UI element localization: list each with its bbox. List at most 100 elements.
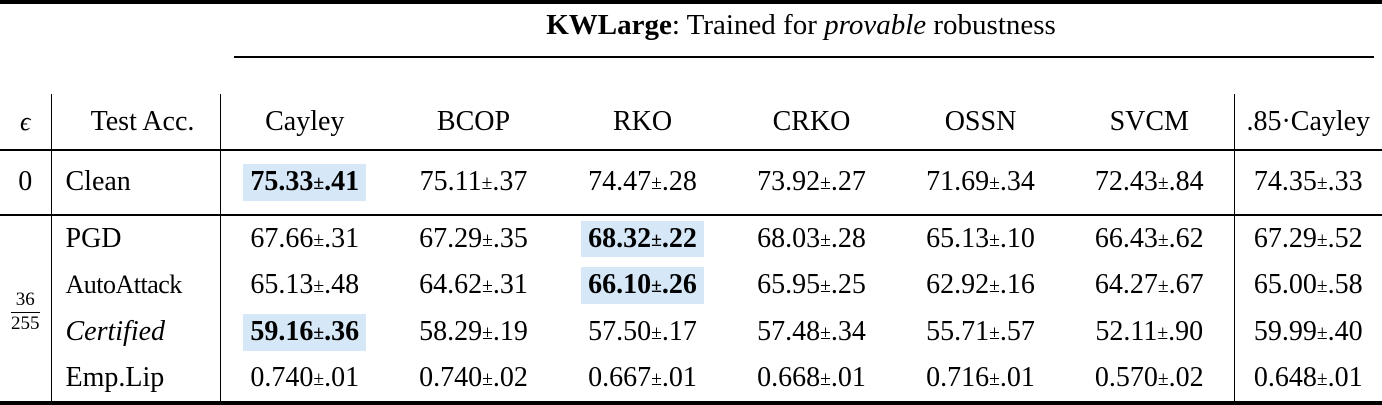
header-col-crko: CRKO — [727, 93, 896, 152]
table-cell: 59.99±.40 — [1234, 309, 1382, 356]
row-emplip: Emp.Lip 0.740±.01 0.740±.02 0.667±.01 0.… — [0, 355, 1382, 403]
title-emphasis: provable — [824, 9, 927, 42]
table-cell: 72.43±.84 — [1065, 150, 1235, 217]
table-cell: 66.43±.62 — [1065, 215, 1235, 262]
header-row: ϵ Test Acc. Cayley BCOP RKO CRKO OSSN SV… — [0, 93, 1382, 152]
title-text-tail: robustness — [933, 9, 1056, 42]
table-cell: 57.48±.34 — [727, 309, 896, 356]
table-cell: 74.47±.28 — [558, 150, 727, 217]
plus-minus-symbol: ± — [482, 276, 493, 298]
table-cell: 58.29±.19 — [389, 309, 558, 356]
header-col-svcm: SVCM — [1065, 93, 1235, 152]
table-cell: 73.92±.27 — [727, 150, 896, 217]
plus-minus-symbol: ± — [820, 276, 831, 298]
table-cell: 59.16±.36 — [220, 309, 389, 356]
header-col-085cayley: .85·Cayley — [1234, 93, 1382, 152]
plus-minus-symbol: ± — [989, 369, 1000, 391]
table-cell: 0.570±.02 — [1065, 355, 1235, 403]
table-cell: 0.648±.01 — [1234, 356, 1382, 403]
table-cell: 64.62±.31 — [389, 262, 558, 309]
highlighted-best-value: 59.16±.36 — [243, 314, 367, 351]
header-epsilon: ϵ — [0, 93, 52, 152]
plus-minus-symbol: ± — [651, 369, 662, 391]
epsilon-fraction: 36 255 — [0, 215, 52, 403]
cell-value: 57.50±.17 — [588, 316, 697, 348]
fraction-bar — [11, 311, 40, 314]
title-model-name: KWLarge — [546, 9, 672, 42]
plus-minus-symbol: ± — [651, 229, 662, 251]
table-cell: 68.03±.28 — [727, 215, 896, 262]
table-cell: 71.69±.34 — [896, 150, 1065, 217]
plus-minus-symbol: ± — [1157, 323, 1169, 345]
plus-minus-symbol: ± — [482, 323, 493, 345]
cell-value: 68.03±.28 — [757, 222, 866, 254]
table-title: KWLarge: Trained for provable robustness — [220, 2, 1382, 58]
table-cell: 67.29±.52 — [1234, 215, 1382, 262]
table-cell: 65.13±.10 — [896, 215, 1065, 262]
cell-value: 57.48±.34 — [757, 316, 866, 348]
table-cell: 0.667±.01 — [558, 356, 727, 403]
plus-minus-symbol: ± — [1316, 229, 1328, 251]
plus-minus-symbol: ± — [1316, 323, 1328, 345]
plus-minus-symbol: ± — [313, 276, 325, 298]
plus-minus-symbol: ± — [1316, 369, 1328, 391]
plus-minus-symbol: ± — [820, 369, 831, 391]
row-label-pgd: PGD — [51, 215, 221, 262]
table-cell: 55.71±.57 — [896, 309, 1065, 356]
cell-value: 67.29±.52 — [1253, 222, 1363, 254]
epsilon-zero: 0 — [0, 150, 52, 217]
cell-value: 0.668±.01 — [757, 362, 866, 394]
table-cell: 65.13±.48 — [220, 262, 389, 309]
cell-value: 65.13±.48 — [250, 269, 360, 301]
cell-value: 73.92±.27 — [757, 166, 866, 198]
table-cell: 75.11±.37 — [389, 150, 558, 217]
fraction-36-255: 36 255 — [11, 288, 40, 335]
cell-value: 74.47±.28 — [588, 166, 697, 198]
plus-minus-symbol: ± — [313, 173, 325, 195]
table-cell: 74.35±.33 — [1234, 150, 1382, 217]
plus-minus-symbol: ± — [989, 173, 1000, 195]
header-col-bcop: BCOP — [389, 93, 558, 152]
plus-minus-symbol: ± — [651, 276, 662, 298]
row-certified: Certified 59.16±.36 58.29±.19 57.50±.17 … — [0, 308, 1382, 356]
cell-value: 62.92±.16 — [926, 269, 1035, 301]
table-cell: 67.66±.31 — [220, 215, 389, 262]
table-cell: 62.92±.16 — [896, 262, 1065, 309]
cell-value: 0.648±.01 — [1253, 362, 1363, 394]
table-cell: 0.716±.01 — [896, 356, 1065, 403]
plus-minus-symbol: ± — [1157, 369, 1169, 391]
epsilon-symbol: ϵ — [20, 107, 31, 137]
cell-value: 0.740±.01 — [250, 362, 360, 394]
title-text: Trained for — [686, 9, 817, 42]
fraction-numerator: 36 — [15, 288, 35, 310]
cell-value: 65.13±.10 — [926, 222, 1035, 254]
row-pgd: 36 255 PGD 67.66±.31 67.29±.35 68.32±.22… — [0, 215, 1382, 403]
plus-minus-symbol: ± — [313, 229, 325, 251]
spacer-row — [0, 58, 1382, 94]
table-cell: 0.740±.02 — [389, 356, 558, 403]
table-cell: 0.668±.01 — [727, 356, 896, 403]
cell-value: 65.95±.25 — [757, 269, 866, 301]
highlighted-best-value: 75.33±.41 — [243, 164, 367, 202]
table-cell: 0.740±.01 — [220, 356, 389, 403]
header-test-acc: Test Acc. — [51, 93, 221, 152]
header-col-rko: RKO — [558, 93, 727, 152]
cell-value: 58.29±.19 — [419, 316, 528, 348]
header-col-cayley: Cayley — [220, 93, 389, 152]
table-cell: 52.11±.90 — [1065, 308, 1235, 356]
fraction-denominator: 255 — [11, 313, 40, 335]
plus-minus-symbol: ± — [1157, 276, 1169, 298]
plus-minus-symbol: ± — [651, 323, 662, 345]
highlighted-best-value: 66.10±.26 — [581, 267, 704, 304]
table-cell: 66.10±.26 — [558, 262, 727, 309]
cell-value: 74.35±.33 — [1253, 166, 1363, 198]
plus-minus-symbol: ± — [989, 323, 1000, 345]
row-label-clean: Clean — [51, 150, 221, 217]
cell-value: 0.740±.02 — [419, 362, 528, 394]
plus-minus-symbol: ± — [1316, 173, 1328, 195]
table-cell: 75.33±.41 — [220, 150, 389, 217]
plus-minus-symbol: ± — [820, 173, 831, 195]
plus-minus-symbol: ± — [820, 229, 831, 251]
